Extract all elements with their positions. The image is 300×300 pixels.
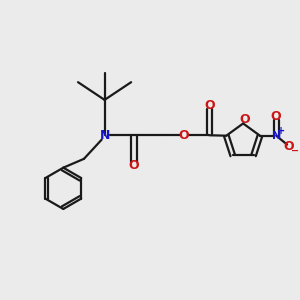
Text: −: − — [291, 146, 299, 155]
Text: N: N — [99, 129, 110, 142]
Text: O: O — [204, 99, 214, 112]
Text: O: O — [271, 110, 281, 123]
Text: O: O — [179, 129, 190, 142]
Text: O: O — [239, 112, 250, 125]
Text: O: O — [129, 159, 140, 172]
Text: O: O — [283, 140, 294, 152]
Text: +: + — [277, 126, 285, 136]
Text: N: N — [272, 131, 281, 141]
